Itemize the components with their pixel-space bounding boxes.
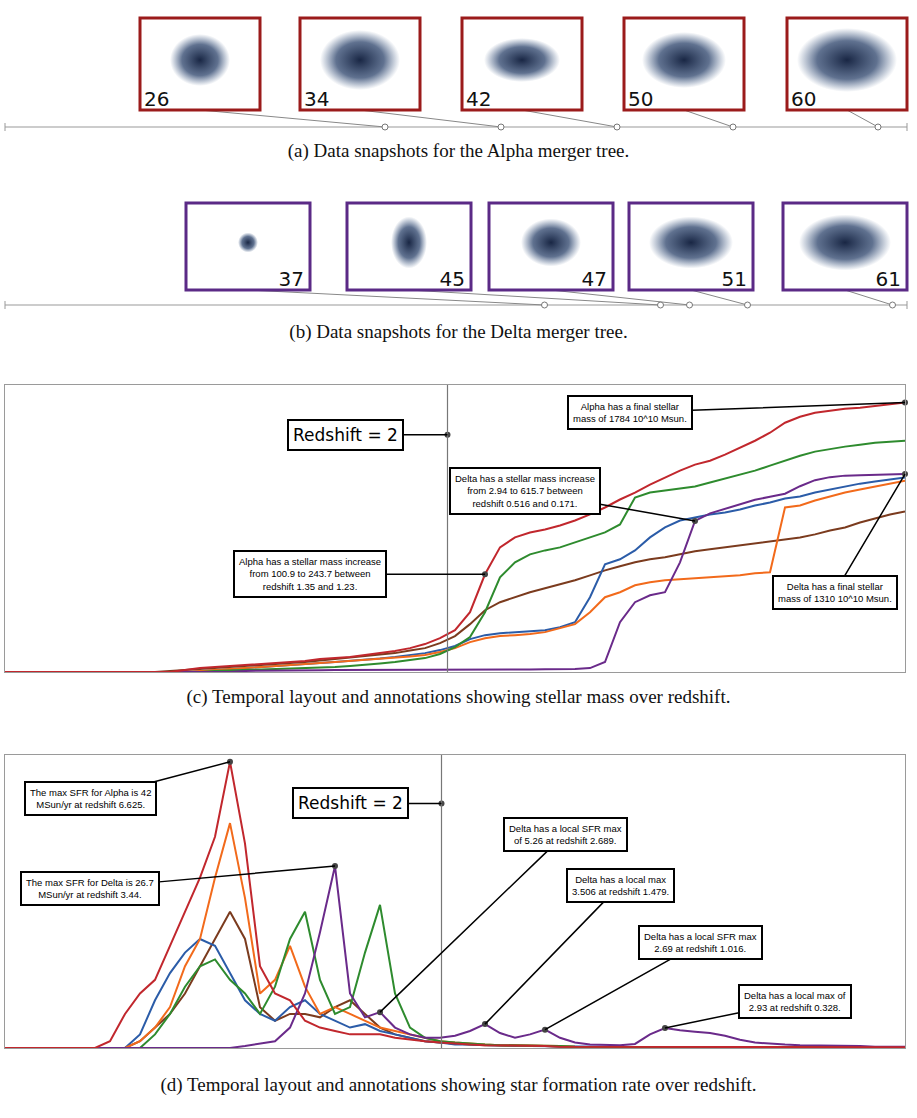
svg-text:Redshift = 2: Redshift = 2 [298,793,403,813]
html-text:(a) Data snapshots for the Alp: (a) Data snapshots for the Alpha merger … [287,140,630,161]
svg-text:Alpha has a stellar mass incre: Alpha has a stellar mass increasefrom 10… [239,556,381,592]
html-text:(d) Temporal layout and annota: (d) Temporal layout and annotations show… [160,1074,757,1095]
svg-text:60: 60 [791,87,816,111]
svg-text:Redshift = 2: Redshift = 2 [293,425,398,445]
svg-text:Delta has a local max of2.93 a: Delta has a local max of2.93 at redshift… [744,990,846,1013]
svg-text:51: 51 [722,267,747,291]
svg-text:50: 50 [628,87,653,111]
svg-text:Delta has a stellar mass incre: Delta has a stellar mass increasefrom 2.… [455,473,595,509]
svg-text:61: 61 [876,267,901,291]
svg-text:The max SFR for Delta is 26.7M: The max SFR for Delta is 26.7MSun/yr at … [26,877,154,900]
html-text:(b) Data snapshots for the Del: (b) Data snapshots for the Delta merger … [289,321,628,342]
svg-text:Delta has a local SFR maxof 5.: Delta has a local SFR maxof 5.26 at reds… [509,823,622,846]
svg-text:Delta has a final stellarmass: Delta has a final stellarmass of 1310 10… [778,581,892,604]
svg-text:42: 42 [466,87,491,111]
svg-text:47: 47 [582,267,607,291]
svg-text:The max SFR for Alpha is 42MSu: The max SFR for Alpha is 42MSun/yr at re… [30,787,151,810]
svg-text:Delta has a local max3.506 at: Delta has a local max3.506 at redshift 1… [572,874,669,897]
svg-text:26: 26 [144,87,169,111]
svg-text:34: 34 [304,87,329,111]
svg-text:Delta has a local SFR max2.69: Delta has a local SFR max2.69 at redshif… [644,931,757,954]
svg-text:Alpha has a final stellarmass: Alpha has a final stellarmass of 1784 10… [573,401,687,424]
svg-text:37: 37 [279,267,304,291]
svg-text:45: 45 [440,267,465,291]
html-text:(c) Temporal layout and annota: (c) Temporal layout and annotations show… [186,686,731,707]
